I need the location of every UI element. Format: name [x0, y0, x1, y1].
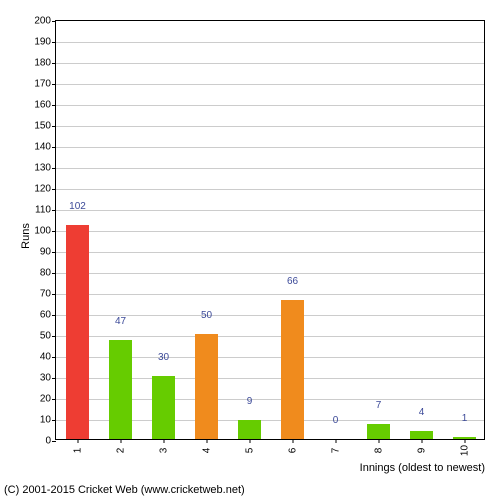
y-tick-label: 40: [40, 352, 51, 363]
bar-value-label: 102: [69, 201, 86, 212]
gridline: [56, 147, 484, 148]
y-tick-mark: [52, 210, 56, 211]
y-tick-label: 10: [40, 415, 51, 426]
y-tick-label: 190: [34, 37, 51, 48]
y-tick-mark: [52, 168, 56, 169]
bar: [109, 340, 133, 439]
y-tick-label: 110: [35, 205, 51, 216]
y-tick-label: 180: [34, 58, 51, 69]
bar: [281, 300, 305, 439]
chart-container: 0102030405060708090100110120130140150160…: [0, 0, 500, 500]
bar-value-label: 7: [376, 400, 382, 411]
y-tick-mark: [52, 273, 56, 274]
y-tick-mark: [52, 441, 56, 442]
gridline: [56, 231, 484, 232]
y-tick-mark: [52, 84, 56, 85]
y-tick-mark: [52, 63, 56, 64]
y-tick-mark: [52, 189, 56, 190]
bar-value-label: 30: [158, 352, 169, 363]
x-axis-title: Innings (oldest to newest): [360, 462, 485, 474]
y-tick-label: 200: [34, 16, 51, 27]
footer-text: (C) 2001-2015 Cricket Web (www.cricketwe…: [4, 484, 245, 496]
bar: [152, 376, 176, 439]
y-tick-mark: [52, 294, 56, 295]
gridline: [56, 84, 484, 85]
y-tick-mark: [52, 420, 56, 421]
y-tick-label: 120: [34, 184, 51, 195]
x-tick-label: 7: [330, 448, 341, 454]
x-tick-mark: [292, 439, 293, 443]
bar: [238, 420, 262, 439]
x-tick-mark: [206, 439, 207, 443]
gridline: [56, 189, 484, 190]
y-tick-mark: [52, 399, 56, 400]
x-tick-label: 3: [158, 448, 169, 454]
y-tick-label: 70: [40, 289, 51, 300]
gridline: [56, 42, 484, 43]
y-tick-label: 50: [40, 331, 51, 342]
y-tick-mark: [52, 315, 56, 316]
bar-value-label: 9: [247, 396, 253, 407]
x-tick-mark: [335, 439, 336, 443]
x-tick-label: 6: [287, 448, 298, 454]
x-tick-label: 4: [201, 448, 212, 454]
bar-value-label: 50: [201, 310, 212, 321]
x-tick-mark: [249, 439, 250, 443]
x-tick-label: 5: [244, 448, 255, 454]
x-tick-mark: [378, 439, 379, 443]
x-tick-mark: [120, 439, 121, 443]
y-tick-mark: [52, 21, 56, 22]
y-tick-mark: [52, 42, 56, 43]
y-tick-label: 140: [34, 142, 51, 153]
y-tick-mark: [52, 336, 56, 337]
y-tick-label: 60: [40, 310, 51, 321]
gridline: [56, 210, 484, 211]
y-tick-label: 130: [34, 163, 51, 174]
bar-value-label: 4: [419, 407, 425, 418]
bar: [367, 424, 391, 439]
y-tick-label: 90: [40, 247, 51, 258]
bar-value-label: 0: [333, 415, 339, 426]
x-tick-label: 1: [72, 448, 83, 454]
bar: [195, 334, 219, 439]
x-tick-label: 2: [115, 448, 126, 454]
y-tick-label: 20: [40, 394, 51, 405]
bar: [410, 431, 434, 439]
y-tick-mark: [52, 378, 56, 379]
x-tick-label: 8: [373, 448, 384, 454]
y-tick-mark: [52, 231, 56, 232]
y-tick-mark: [52, 252, 56, 253]
bar-value-label: 1: [462, 413, 468, 424]
gridline: [56, 336, 484, 337]
plot-area: 0102030405060708090100110120130140150160…: [55, 20, 485, 440]
x-tick-mark: [77, 439, 78, 443]
y-tick-label: 30: [40, 373, 51, 384]
x-tick-mark: [464, 439, 465, 443]
y-tick-label: 0: [45, 436, 51, 447]
gridline: [56, 294, 484, 295]
gridline: [56, 126, 484, 127]
x-tick-label: 9: [416, 448, 427, 454]
gridline: [56, 273, 484, 274]
y-tick-label: 160: [34, 100, 51, 111]
y-tick-mark: [52, 357, 56, 358]
x-tick-label: 10: [459, 445, 470, 456]
y-tick-mark: [52, 147, 56, 148]
gridline: [56, 63, 484, 64]
x-tick-mark: [163, 439, 164, 443]
bar-value-label: 47: [115, 316, 126, 327]
x-tick-mark: [421, 439, 422, 443]
y-tick-label: 150: [34, 121, 51, 132]
gridline: [56, 168, 484, 169]
y-tick-label: 170: [34, 79, 51, 90]
bar: [66, 225, 90, 439]
gridline: [56, 252, 484, 253]
y-tick-mark: [52, 105, 56, 106]
bar-value-label: 66: [287, 276, 298, 287]
y-tick-mark: [52, 126, 56, 127]
gridline: [56, 105, 484, 106]
y-axis-title: Runs: [20, 223, 32, 249]
y-tick-label: 80: [40, 268, 51, 279]
y-tick-label: 100: [34, 226, 51, 237]
